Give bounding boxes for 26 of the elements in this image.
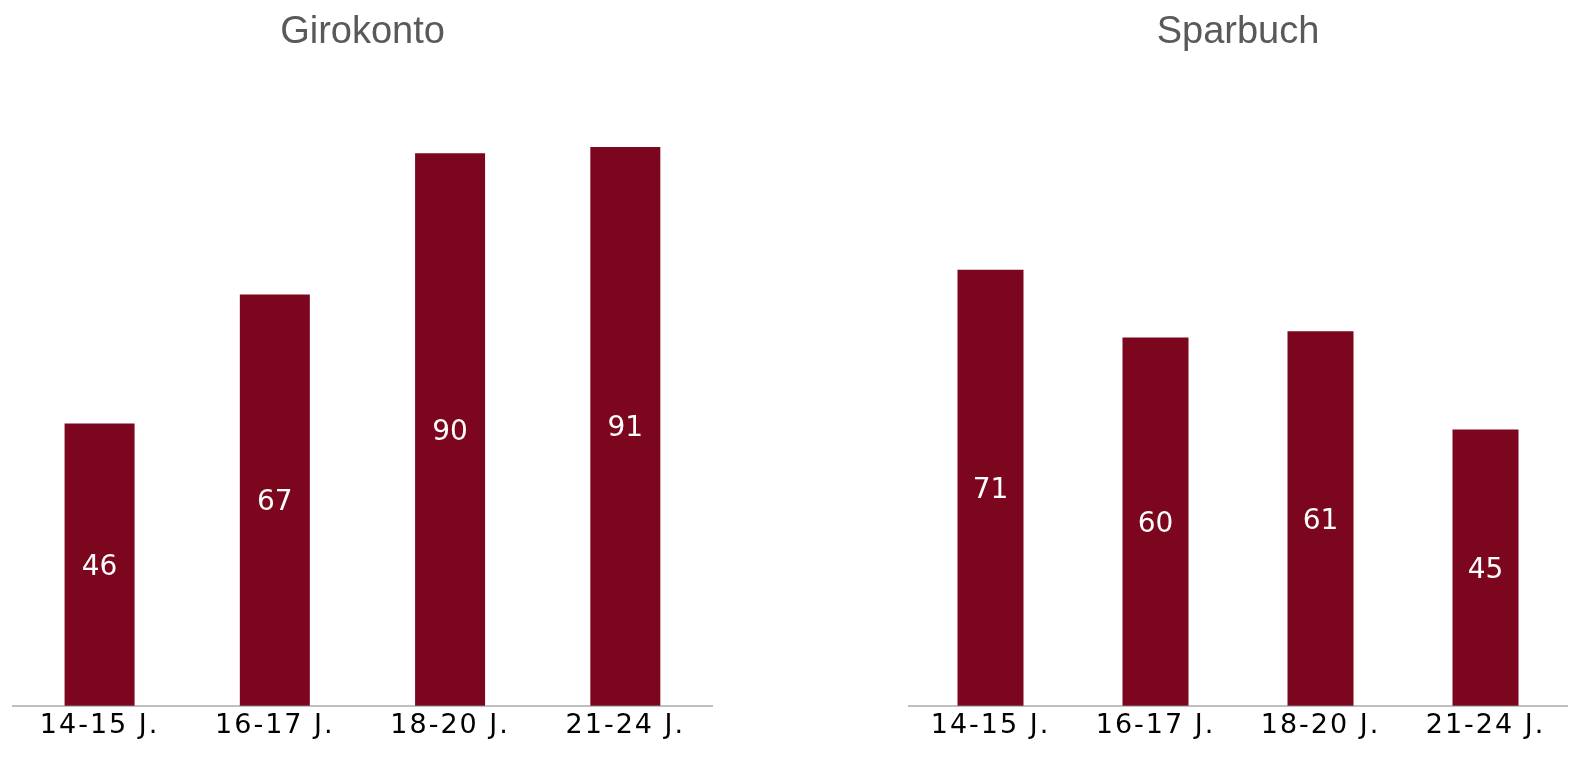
bar (1452, 429, 1519, 706)
bar (64, 423, 135, 706)
data-label: 46 (81, 548, 118, 582)
bar (590, 147, 661, 706)
x-tick-label: 16-17 J. (1095, 708, 1216, 740)
chart-title: Sparbuch (1155, 8, 1321, 53)
bar (957, 269, 1024, 706)
data-label: 90 (432, 413, 468, 447)
data-label: 71 (972, 471, 1009, 505)
x-tick-label: 21-24 J. (565, 708, 686, 740)
data-label: 60 (1137, 505, 1174, 539)
bar (239, 294, 310, 706)
x-tick-label: 14-15 J. (930, 708, 1051, 740)
bar (1287, 331, 1354, 706)
x-tick-label: 16-17 J. (215, 708, 335, 740)
bar (1122, 337, 1189, 706)
data-label: 45 (1467, 551, 1504, 585)
x-tick-label: 21-24 J. (1425, 708, 1546, 740)
data-label: 91 (607, 410, 644, 444)
x-tick-label: 18-20 J. (1260, 708, 1381, 740)
x-tick-label: 18-20 J. (390, 708, 510, 740)
data-label: 67 (257, 484, 293, 518)
bar (415, 153, 486, 706)
x-tick-label: 14-15 J. (39, 708, 160, 740)
chart-title: Girokonto (279, 8, 446, 53)
data-label: 61 (1302, 502, 1339, 536)
